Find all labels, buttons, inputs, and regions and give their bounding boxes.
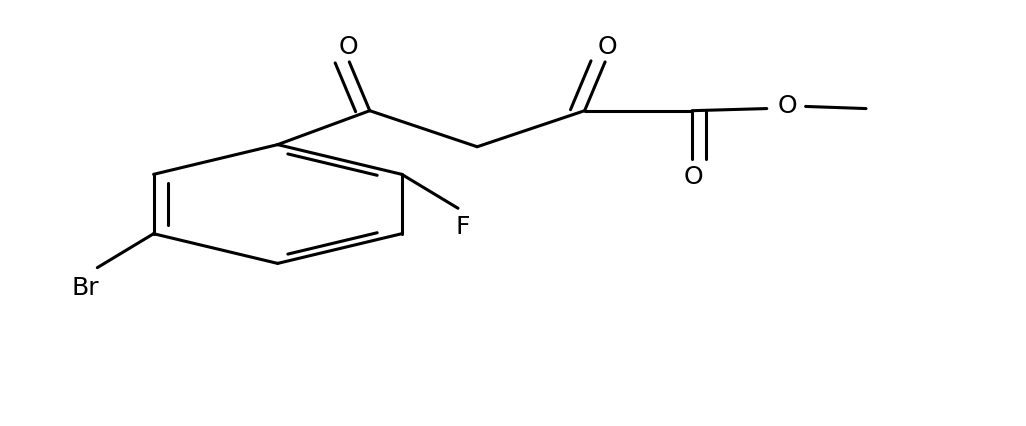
Text: F: F [456,215,470,239]
Text: O: O [339,35,358,59]
Text: O: O [597,35,617,59]
Text: O: O [778,94,797,118]
Text: Br: Br [71,275,98,299]
Text: O: O [683,165,703,189]
